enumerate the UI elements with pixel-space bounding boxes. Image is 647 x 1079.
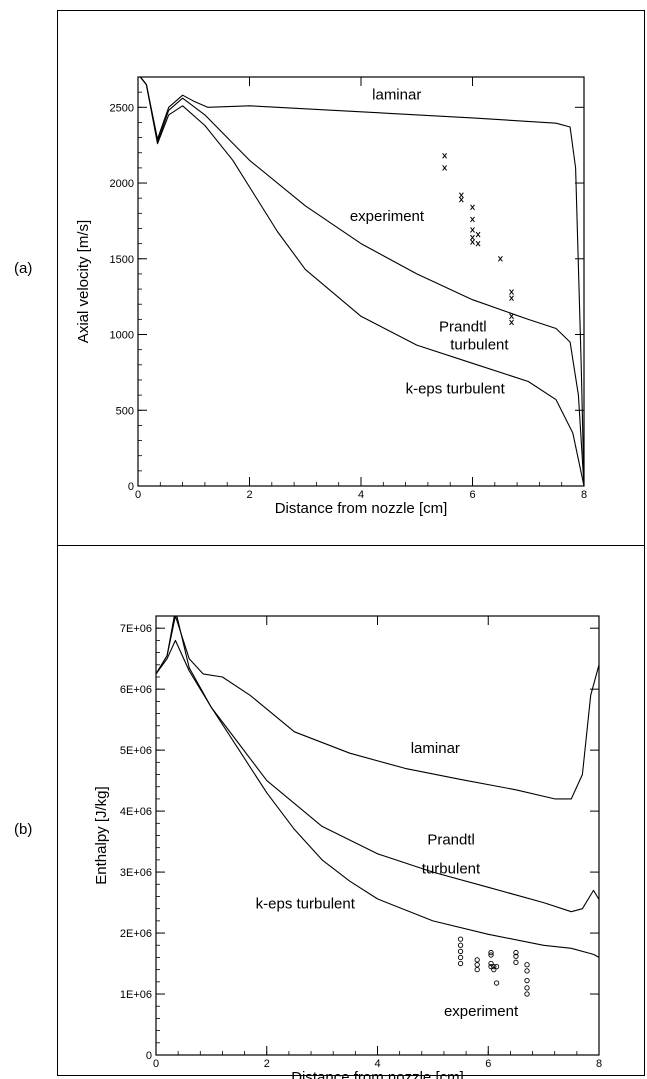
- experiment-markers: [442, 152, 514, 326]
- experiment-point: [474, 962, 480, 968]
- experiment-markers: [457, 936, 530, 997]
- y-axis-label: Axial velocity [m/s]: [75, 220, 92, 343]
- x-tick-label: 2: [264, 1058, 270, 1070]
- y-tick-label: 5E+06: [120, 745, 152, 757]
- x-axis-label: Distance from nozzle [cm]: [291, 1069, 464, 1079]
- experiment-point: [442, 165, 448, 171]
- experiment-point: [488, 963, 494, 970]
- experiment-point: [513, 949, 519, 956]
- experiment-point: [497, 255, 503, 262]
- plot-area: [155, 615, 600, 1056]
- experiment-point: [470, 239, 475, 245]
- curve-annotation: Prandtl: [427, 832, 475, 849]
- experiment-point: [493, 980, 500, 986]
- curve-annotation: Prandtl: [439, 318, 487, 335]
- experiment-point: [488, 949, 494, 956]
- y-tick-label: 1000: [110, 330, 134, 342]
- experiment-point: [442, 152, 448, 159]
- y-tick-label: 0: [128, 481, 134, 493]
- experiment-point: [488, 952, 494, 958]
- curve-annotation: experiment: [444, 1003, 519, 1020]
- x-tick-label: 0: [153, 1058, 159, 1070]
- velocity-chart: 0 2 4 6 8 0 500 1000 1500 2000 2500 Distance from n…: [75, 76, 587, 517]
- x-tick-label: 8: [581, 489, 587, 501]
- curve-annotation: k-eps turbulent: [406, 381, 506, 398]
- experiment-point: [513, 959, 519, 965]
- k-eps-turbulent-line: [156, 616, 599, 958]
- curve-annotation: laminar: [411, 740, 460, 757]
- y-tick-label: 2E+06: [120, 928, 152, 940]
- curve-annotation: k-eps turbulent: [256, 896, 356, 913]
- panel-divider: [57, 545, 645, 546]
- experiment-point: [458, 192, 464, 198]
- curve-annotation: laminar: [372, 87, 421, 104]
- experiment-point: [524, 977, 530, 984]
- experiment-point: [509, 319, 514, 326]
- experiment-point: [470, 204, 475, 211]
- panel-label-b: (b): [14, 821, 33, 838]
- panel-label-a: (a): [14, 260, 33, 277]
- experiment-point: [524, 991, 530, 997]
- y-tick-label: 1E+06: [120, 989, 152, 1001]
- experiment-point: [524, 985, 530, 991]
- x-tick-label: 4: [358, 489, 364, 501]
- experiment-point: [475, 231, 481, 238]
- experiment-point: [475, 240, 481, 247]
- experiment-point: [470, 234, 475, 241]
- laminar-line: [139, 77, 584, 486]
- experiment-point: [524, 962, 530, 968]
- curve-annotation: turbulent: [450, 337, 509, 354]
- y-tick-label: 500: [116, 405, 134, 417]
- y-tick-label: 6E+06: [120, 684, 152, 696]
- y-tick-label: 4E+06: [120, 806, 152, 818]
- x-tick-label: 6: [469, 489, 475, 501]
- x-axis-label: Distance from nozzle [cm]: [275, 500, 448, 517]
- experiment-point: [509, 295, 514, 301]
- enthalpy-chart: 0 2 4 6 8 0 1E+06 2E+06 3E+06 4E+06 5E+06 6E+06 7E+0…: [93, 615, 602, 1079]
- experiment-point: [493, 963, 500, 970]
- y-tick-label: 7E+06: [120, 623, 152, 635]
- experiment-point: [524, 968, 530, 974]
- experiment-point: [491, 963, 497, 970]
- experiment-point: [457, 960, 464, 967]
- y-tick-label: 3E+06: [120, 867, 152, 879]
- plot-area: [137, 76, 585, 487]
- prandtl-turbulent-line: [139, 77, 584, 486]
- k-eps-turbulent-line: [139, 77, 584, 486]
- y-tick-label: 2000: [110, 178, 134, 190]
- x-tick-label: 0: [135, 489, 141, 501]
- laminar-line: [156, 616, 599, 800]
- curve-annotation: experiment: [350, 208, 425, 225]
- experiment-point: [470, 216, 475, 223]
- experiment-point: [457, 948, 464, 954]
- x-tick-label: 2: [246, 489, 252, 501]
- x-tick-label: 6: [485, 1058, 491, 1070]
- experiment-point: [457, 954, 464, 961]
- curve-annotation: turbulent: [422, 860, 481, 877]
- y-axis-label: Enthalpy [J/kg]: [93, 786, 110, 884]
- experiment-point: [509, 289, 514, 295]
- experiment-point: [474, 966, 480, 973]
- experiment-point: [491, 966, 497, 973]
- x-tick-label: 8: [596, 1058, 602, 1070]
- experiment-point: [474, 957, 480, 963]
- experiment-point: [488, 960, 494, 967]
- experiment-point: [470, 227, 475, 233]
- prandtl-turbulent-line: [156, 639, 599, 913]
- y-tick-label: 1500: [110, 254, 134, 266]
- y-tick-label: 0: [146, 1050, 152, 1062]
- x-tick-label: 4: [374, 1058, 380, 1070]
- experiment-point: [513, 953, 519, 959]
- experiment-point: [458, 196, 464, 203]
- figure-frame: [57, 10, 645, 1076]
- experiment-point: [457, 942, 464, 948]
- experiment-point: [457, 936, 464, 942]
- y-tick-label: 2500: [110, 102, 134, 114]
- experiment-point: [509, 313, 514, 320]
